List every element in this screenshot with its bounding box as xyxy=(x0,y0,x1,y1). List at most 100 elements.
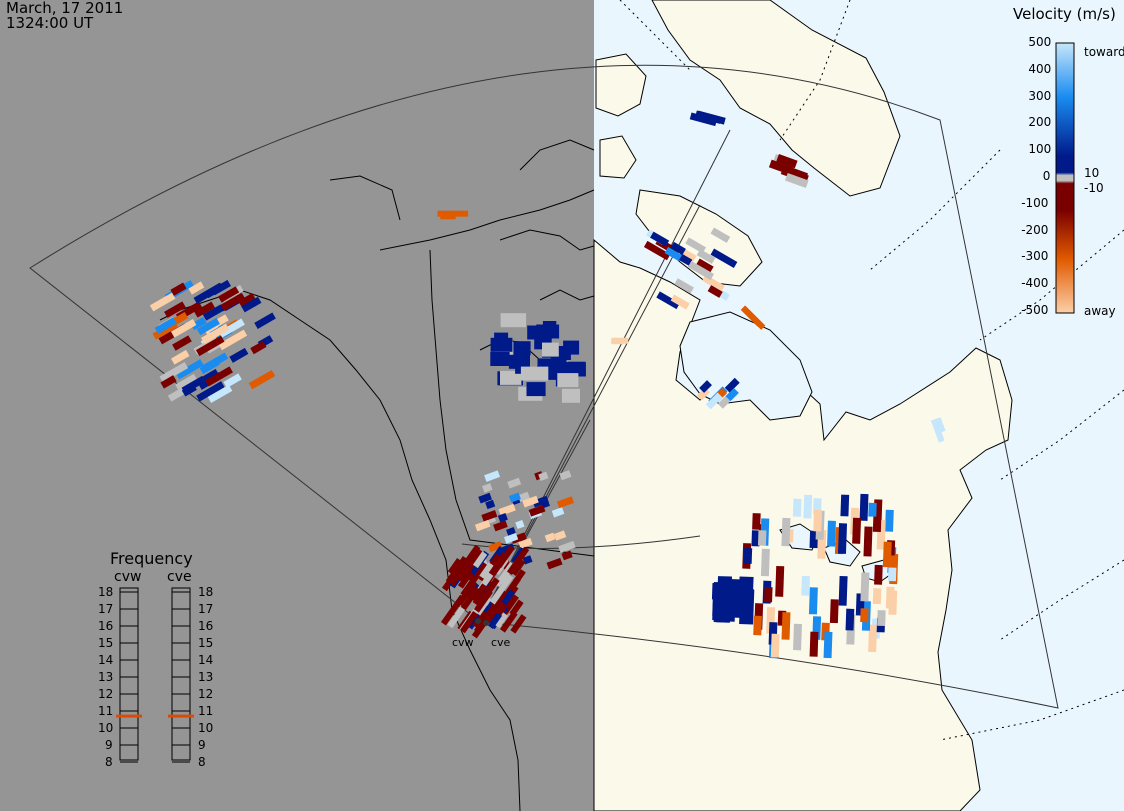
frequency-scale-label-left: 11 xyxy=(98,704,114,718)
backscatter-cell xyxy=(664,246,682,262)
backscatter-cell xyxy=(887,567,897,582)
frequency-scale-label-right: 8 xyxy=(198,755,206,769)
frequency-scale-label-left: 18 xyxy=(98,585,114,599)
backscatter-cell xyxy=(930,418,945,443)
backscatter-cell xyxy=(500,313,527,328)
frequency-scale-label-left: 16 xyxy=(98,619,114,633)
frequency-scale-label-right: 12 xyxy=(198,687,214,701)
backscatter-cell xyxy=(656,291,680,310)
backscatter-cell xyxy=(172,335,192,351)
backscatter-cell xyxy=(809,631,819,657)
backscatter-cell xyxy=(471,583,488,603)
colorbar-tick: 400 xyxy=(1028,61,1052,76)
backscatter-cell xyxy=(868,624,878,653)
backscatter-cell xyxy=(496,545,515,569)
backscatter-cell xyxy=(768,159,794,176)
backscatter-cell xyxy=(481,510,498,522)
backscatter-cell xyxy=(877,610,886,627)
backscatter-cell xyxy=(241,296,262,313)
backscatter-cell xyxy=(159,362,189,383)
backscatter-cell xyxy=(710,227,731,243)
backscatter-cell xyxy=(201,352,229,373)
backscatter-cell xyxy=(643,240,671,261)
backscatter-cell xyxy=(460,611,479,634)
backscatter-cell xyxy=(478,492,492,504)
backscatter-cell xyxy=(546,557,563,570)
backscatter-cell xyxy=(487,612,503,629)
backscatter-cell xyxy=(175,373,198,391)
backscatter-cell xyxy=(776,153,798,169)
backscatter-cell xyxy=(845,608,855,631)
colorbar-tick: 0 xyxy=(1042,169,1051,183)
backscatter-cell xyxy=(500,370,522,385)
backscatter-cell xyxy=(558,540,576,553)
backscatter-cell xyxy=(484,470,501,482)
radar-site-cvw xyxy=(475,618,481,624)
backscatter-cell xyxy=(752,513,761,530)
backscatter-cell xyxy=(840,494,850,517)
backscatter-cell xyxy=(793,623,802,651)
backscatter-cell xyxy=(447,557,463,575)
backscatter-cell xyxy=(707,285,723,298)
backscatter-cell xyxy=(740,305,762,327)
backscatter-cell xyxy=(485,499,496,510)
backscatter-cell xyxy=(196,317,220,336)
frequency-scale-label-left: 15 xyxy=(98,636,114,650)
backscatter-cell xyxy=(201,323,230,344)
colorbar-inner-tick-plus: 10 xyxy=(1084,166,1100,180)
colorbar-tick: -100 xyxy=(1021,195,1049,210)
colorbar-tick: 200 xyxy=(1028,115,1052,130)
backscatter-cell xyxy=(218,329,248,351)
backscatter-cell xyxy=(724,377,740,393)
frequency-scale-label-left: 17 xyxy=(98,602,114,616)
backscatter-cell xyxy=(494,332,509,347)
backscatter-cell xyxy=(520,366,549,381)
backscatter-cell xyxy=(207,384,233,404)
backscatter-cell xyxy=(781,612,791,640)
backscatter-cell xyxy=(494,612,509,629)
backscatter-cell xyxy=(837,523,848,554)
backscatter-cell xyxy=(559,470,572,481)
backscatter-cell xyxy=(785,172,809,189)
backscatter-cell xyxy=(803,494,813,519)
backscatter-cell xyxy=(160,375,177,389)
backscatter-cell xyxy=(538,471,549,482)
radar-backscatter-cells xyxy=(149,110,946,659)
backscatter-cell xyxy=(827,520,836,547)
backscatter-cell xyxy=(536,324,560,339)
freq-bar-cvw xyxy=(119,587,139,761)
backscatter-cell xyxy=(687,260,714,281)
backscatter-cell xyxy=(699,380,712,393)
backscatter-cell xyxy=(888,590,898,615)
backscatter-cell xyxy=(457,570,474,589)
backscatter-cell xyxy=(868,502,877,517)
backscatter-cell xyxy=(190,316,207,331)
frequency-scale-label-right: 17 xyxy=(198,602,214,616)
backscatter-cell xyxy=(863,526,873,557)
colorbar-tick: -300 xyxy=(1021,249,1049,264)
radar-label-cvw: cvw xyxy=(452,636,474,649)
colorbar-inner-tick-minus: -10 xyxy=(1084,181,1104,195)
backscatter-cell xyxy=(218,286,240,303)
backscatter-cell xyxy=(882,541,892,568)
backscatter-cell xyxy=(508,492,521,503)
backscatter-cell xyxy=(229,347,249,363)
frequency-scale-label-left: 12 xyxy=(98,687,114,701)
backscatter-cell xyxy=(872,516,882,533)
backscatter-cell xyxy=(526,382,546,397)
colorbar-tick: -500 xyxy=(1021,303,1049,317)
backscatter-cell xyxy=(522,495,539,508)
backscatter-cell xyxy=(808,587,818,615)
backscatter-cell xyxy=(510,532,527,544)
backscatter-cell xyxy=(611,338,624,345)
backscatter-cell xyxy=(473,589,493,613)
backscatter-cell xyxy=(196,381,225,402)
colorbar-away-label: away xyxy=(1084,304,1116,318)
backscatter-cell xyxy=(489,574,514,605)
backscatter-cell xyxy=(829,599,839,624)
backscatter-cell xyxy=(702,274,725,292)
backscatter-cell xyxy=(770,633,780,658)
backscatter-cell xyxy=(468,561,488,587)
backscatter-cell xyxy=(670,294,690,310)
backscatter-cell xyxy=(501,589,515,605)
